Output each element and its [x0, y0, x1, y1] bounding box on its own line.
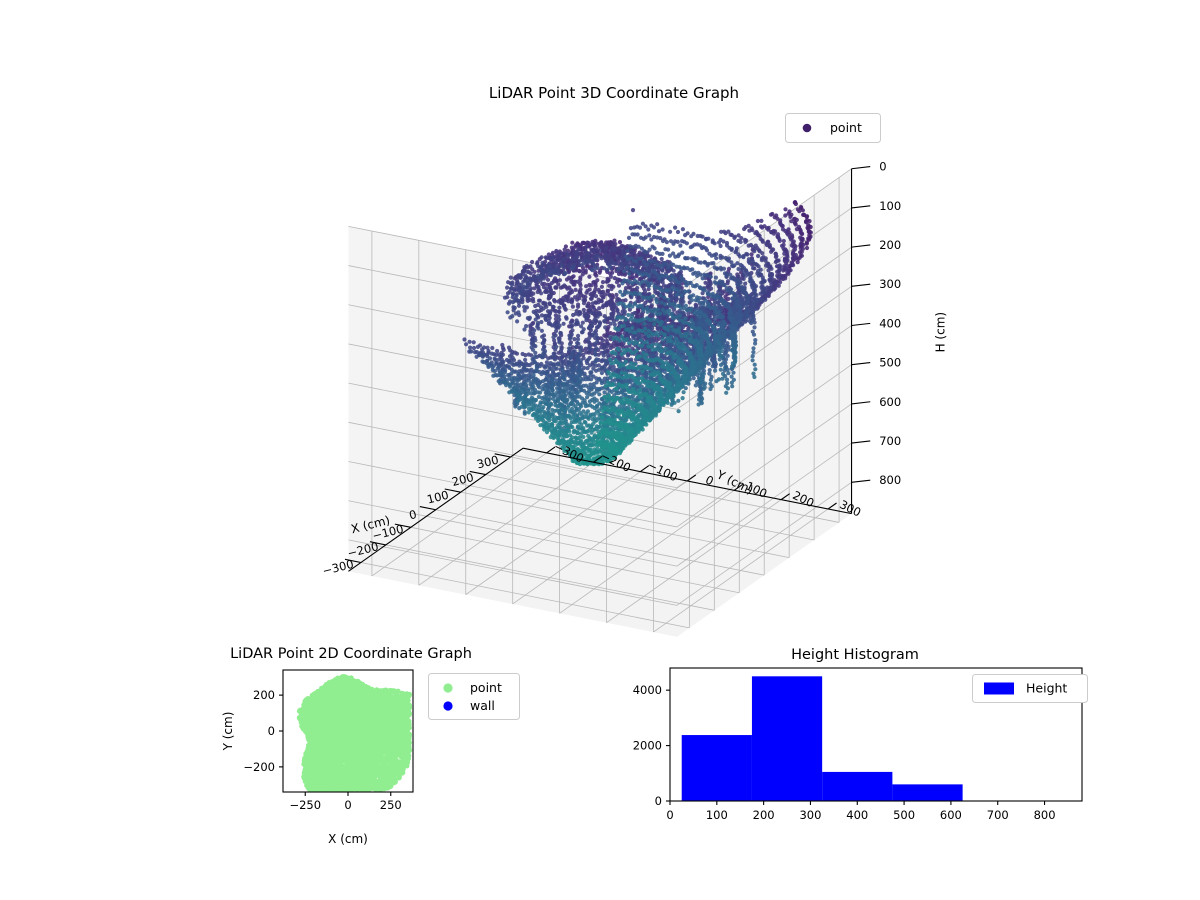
plot-2d-ylabel: Y (cm) [221, 712, 235, 752]
histogram-bar [822, 771, 893, 801]
legend-marker-point-icon [443, 683, 453, 693]
legend-marker-wall-icon [443, 701, 453, 711]
plot-3d-axes [348, 168, 852, 637]
legend-swatch-height-icon [984, 682, 1014, 695]
plot-3d-pointcloud [462, 200, 813, 467]
plot-2d-svg: LiDAR Point 2D Coordinate Graph −250 0 250… [221, 646, 472, 846]
histogram-title: Height Histogram [791, 647, 919, 663]
histogram-bars [681, 676, 963, 801]
histogram-legend-svg: Height [972, 674, 1088, 703]
plot-3d-title: LiDAR Point 3D Coordinate Graph [489, 84, 739, 102]
plot-2d-title: LiDAR Point 2D Coordinate Graph [230, 646, 472, 662]
plot-2d-xlabel: X (cm) [328, 832, 368, 846]
legend-marker-point-icon [802, 123, 812, 133]
histogram-bar [681, 735, 752, 801]
histogram-bar [751, 676, 823, 801]
plot-3d-lidar: LiDAR Point 3D Coordinate Graph −300 −200… [300, 70, 948, 650]
plot-3d-legend-svg: point [785, 113, 881, 143]
plot-3d-legend[interactable]: point [785, 113, 881, 143]
legend-label-wall: wall [470, 698, 495, 713]
histogram-bar [892, 784, 963, 801]
legend-label-point: point [830, 120, 862, 135]
plot-2d-legend-svg: point wall [428, 673, 520, 720]
plot-2d-pointcloud [296, 674, 413, 792]
histogram-svg: Height Histogram 0 100 200 300 400 500 600 700 8… [633, 647, 1083, 822]
plot-3d-svg: LiDAR Point 3D Coordinate Graph −300−200… [321, 84, 948, 637]
plot-histogram: Height Histogram 0 100 200 300 400 500 600 700 8… [620, 640, 1120, 840]
plot-2d-lidar: LiDAR Point 2D Coordinate Graph −250 0 250… [190, 640, 540, 870]
histogram-legend[interactable]: Height [972, 674, 1088, 703]
legend-label-height: Height [1026, 681, 1067, 696]
histogram-frame [669, 667, 1083, 802]
legend-label-point: point [470, 680, 502, 695]
plot-3d-zlabel: H (cm) [934, 312, 948, 353]
plot-2d-legend[interactable]: point wall [428, 673, 520, 720]
